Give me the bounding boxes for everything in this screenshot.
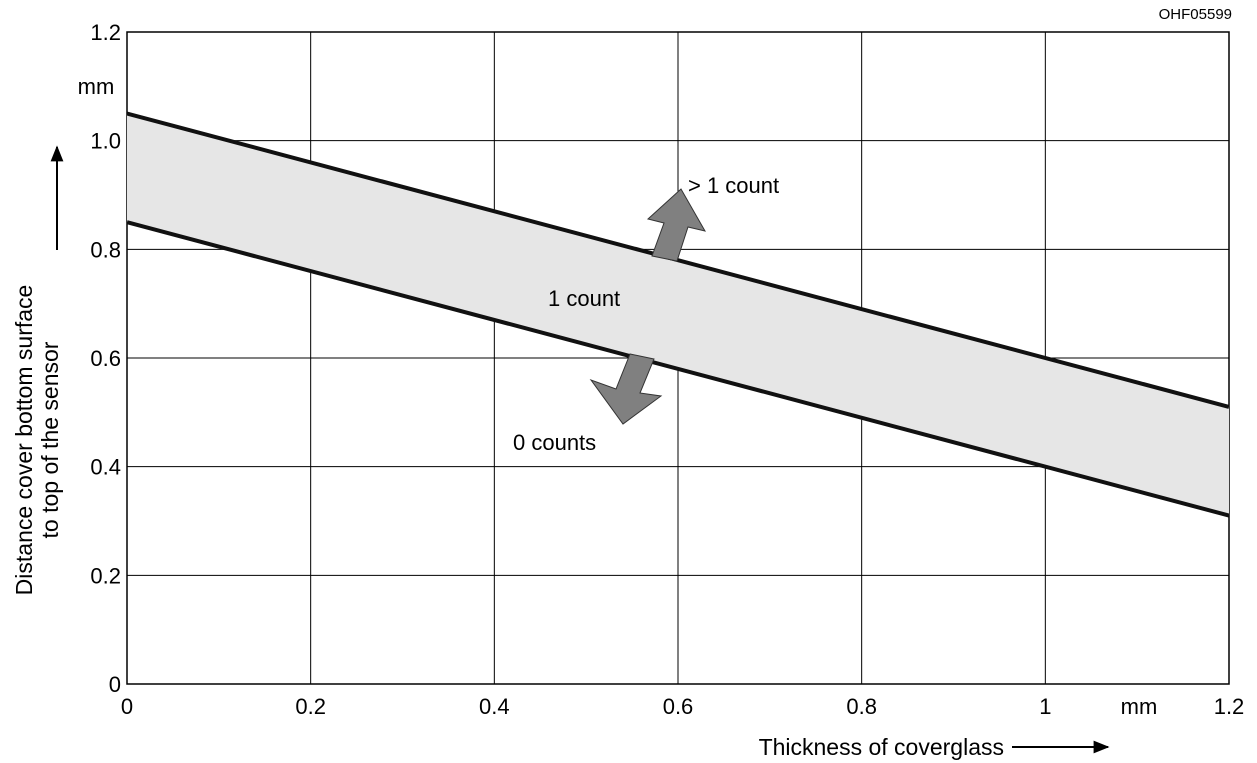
reference-code: OHF05599 <box>1159 6 1232 23</box>
one-count-band <box>127 113 1229 516</box>
x-tick-label-6: 1.2 <box>1214 694 1245 719</box>
series-lines <box>126 111 1230 518</box>
down-arrow-icon <box>589 353 663 425</box>
series-line-1 <box>126 220 1230 518</box>
y-tick-label-4: 0.8 <box>90 237 121 262</box>
x-tick-label-1: 0.2 <box>295 694 326 719</box>
y-tick-label-0: 0 <box>109 672 121 697</box>
y-tick-label-5: 1.0 <box>90 129 121 154</box>
annotation-above: > 1 count <box>688 173 779 198</box>
y-axis-title-line-2: to top of the sensor <box>37 341 63 538</box>
x-tick-label-4: 0.8 <box>846 694 877 719</box>
x-tick-label-0: 0 <box>121 694 133 719</box>
x-tick-label-5: 1 <box>1039 694 1051 719</box>
tick-labels: 0 0.2 0.4 0.6 0.8 1.0 1.2 0 0.2 0.4 0.6 0.8 1 1.2 <box>90 20 1244 719</box>
y-axis-title: Distance cover bottom surface to top of … <box>11 285 63 596</box>
x-tick-label-2: 0.4 <box>479 694 510 719</box>
y-axis-title-line-1: Distance cover bottom surface <box>11 285 37 596</box>
annotation-band: 1 count <box>548 286 620 311</box>
x-unit-label: mm <box>1121 694 1158 719</box>
y-tick-label-1: 0.2 <box>90 563 121 588</box>
y-tick-label-3: 0.6 <box>90 346 121 371</box>
y-tick-label-2: 0.4 <box>90 455 121 480</box>
x-tick-label-3: 0.6 <box>663 694 694 719</box>
plot-frame <box>126 31 1230 685</box>
up-arrow-icon <box>646 188 707 262</box>
series-line-0 <box>126 111 1230 409</box>
annotation-below: 0 counts <box>513 430 596 455</box>
y-unit-label: mm <box>78 74 115 99</box>
x-axis-title: Thickness of coverglass <box>759 734 1004 760</box>
y-tick-label-6: 1.2 <box>90 20 121 45</box>
